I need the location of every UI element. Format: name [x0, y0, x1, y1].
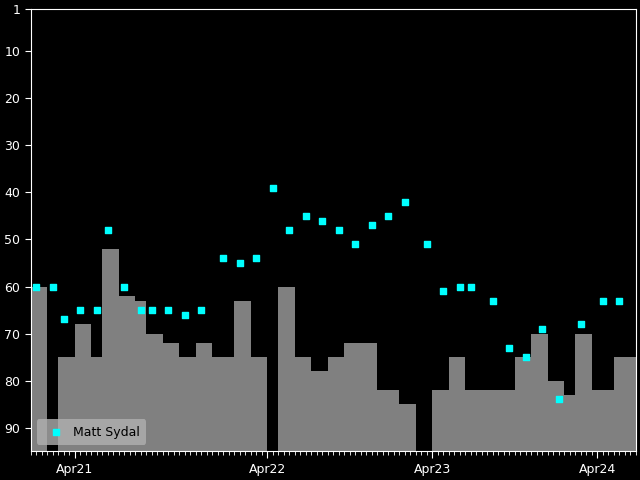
Bar — [31, 287, 47, 451]
Matt Sydal — [234, 259, 244, 267]
Bar — [196, 343, 212, 451]
Matt Sydal — [399, 198, 410, 206]
Bar — [482, 390, 499, 451]
Matt Sydal — [554, 396, 564, 403]
Bar — [146, 334, 163, 451]
Bar — [311, 371, 328, 451]
Bar — [294, 357, 311, 451]
Bar — [278, 287, 294, 451]
Matt Sydal — [218, 254, 228, 262]
Bar — [102, 249, 118, 451]
Matt Sydal — [598, 297, 608, 304]
Legend: Matt Sydal: Matt Sydal — [37, 419, 146, 445]
Matt Sydal — [31, 283, 41, 290]
Matt Sydal — [119, 283, 129, 290]
Matt Sydal — [47, 283, 58, 290]
Matt Sydal — [438, 288, 449, 295]
Matt Sydal — [576, 320, 586, 328]
Bar — [163, 343, 179, 451]
Matt Sydal — [301, 212, 311, 220]
Matt Sydal — [350, 240, 360, 248]
Bar — [432, 390, 449, 451]
Bar — [75, 324, 91, 451]
Matt Sydal — [102, 226, 113, 234]
Matt Sydal — [454, 283, 465, 290]
Matt Sydal — [521, 353, 531, 361]
Matt Sydal — [383, 212, 394, 220]
Bar — [592, 390, 614, 451]
Bar — [515, 357, 531, 451]
Bar — [575, 334, 592, 451]
Matt Sydal — [75, 306, 85, 314]
Bar — [179, 357, 196, 451]
Bar — [614, 357, 636, 451]
Matt Sydal — [537, 325, 547, 333]
Matt Sydal — [488, 297, 498, 304]
Matt Sydal — [333, 226, 344, 234]
Matt Sydal — [163, 306, 173, 314]
Bar — [361, 343, 377, 451]
Matt Sydal — [92, 306, 102, 314]
Matt Sydal — [284, 226, 294, 234]
Bar — [328, 357, 344, 451]
Bar — [449, 357, 465, 451]
Bar — [377, 390, 399, 451]
Matt Sydal — [367, 222, 377, 229]
Matt Sydal — [504, 344, 515, 351]
Matt Sydal — [466, 283, 476, 290]
Bar — [531, 334, 548, 451]
Bar — [548, 381, 564, 451]
Matt Sydal — [317, 217, 327, 225]
Bar — [58, 357, 75, 451]
Matt Sydal — [58, 315, 68, 323]
Matt Sydal — [147, 306, 157, 314]
Bar — [499, 390, 515, 451]
Matt Sydal — [251, 254, 261, 262]
Matt Sydal — [180, 311, 190, 319]
Bar — [344, 343, 361, 451]
Bar — [399, 404, 416, 451]
Matt Sydal — [614, 297, 625, 304]
Matt Sydal — [196, 306, 206, 314]
Bar — [564, 395, 575, 451]
Bar — [251, 357, 267, 451]
Bar — [135, 300, 146, 451]
Bar — [465, 390, 482, 451]
Matt Sydal — [268, 184, 278, 192]
Bar — [212, 357, 234, 451]
Bar — [118, 296, 135, 451]
Bar — [234, 300, 251, 451]
Matt Sydal — [136, 306, 146, 314]
Bar — [91, 357, 102, 451]
Matt Sydal — [422, 240, 432, 248]
